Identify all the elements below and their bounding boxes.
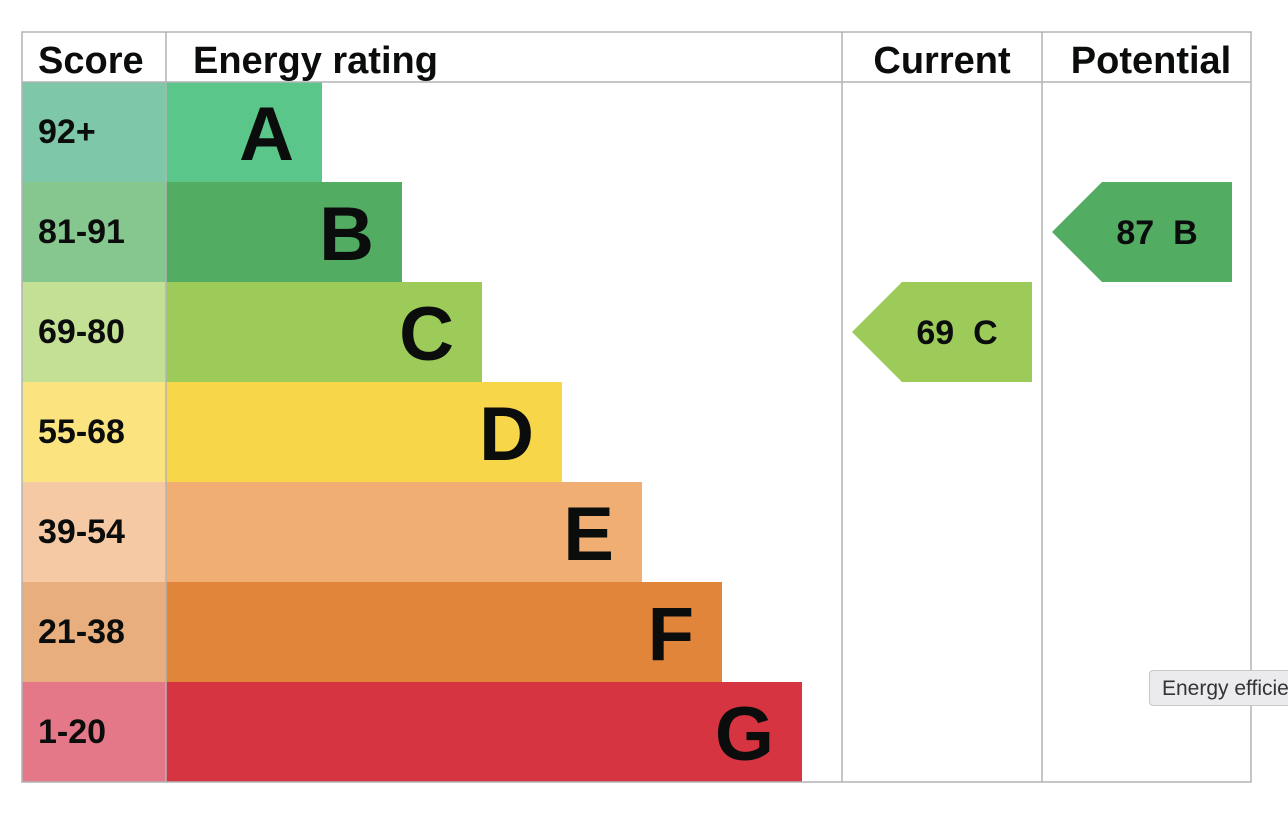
tooltip: Energy efficiency — [1149, 670, 1288, 706]
potential-rating-arrow — [1052, 182, 1232, 282]
band-letter-label: A — [239, 92, 294, 177]
score-cell-e — [22, 482, 166, 582]
score-cell-a — [22, 82, 166, 182]
score-range-label: 69-80 — [38, 313, 125, 351]
band-letter-label: C — [399, 292, 454, 377]
band-row-g: 1-20 G — [22, 682, 802, 782]
header-potential: Potential — [1071, 40, 1231, 82]
bands-layer: 92+ A 81-91 B 69-80 C 55-68 D 39-54 E 21-38 F 1-20 G — [22, 82, 802, 782]
header-energy-rating: Energy rating — [193, 40, 438, 82]
band-row-f: 21-38 F — [22, 582, 722, 682]
band-letter-label: E — [563, 492, 614, 577]
band-letter-label: F — [648, 592, 694, 677]
band-bar-g — [166, 682, 802, 782]
band-letter-label: G — [715, 692, 774, 777]
score-range-label: 81-91 — [38, 213, 125, 251]
band-row-b: 81-91 B — [22, 182, 402, 282]
band-bar-e — [166, 482, 642, 582]
band-row-c: 69-80 C — [22, 282, 482, 382]
score-range-label: 1-20 — [38, 713, 106, 751]
band-bar-c — [166, 282, 482, 382]
header-row: Score Energy rating Current Potential — [38, 40, 1231, 82]
score-range-label: 92+ — [38, 113, 96, 151]
band-letter-label: B — [319, 192, 374, 277]
band-bar-f — [166, 582, 722, 682]
table-border — [21, 31, 1252, 783]
band-row-d: 55-68 D — [22, 382, 562, 482]
current-rating-label: 69 C — [916, 314, 997, 352]
band-bar-b — [166, 182, 402, 282]
score-cell-b — [22, 182, 166, 282]
grid-lines — [21, 31, 1252, 783]
band-bar-a — [166, 82, 322, 182]
rating-arrows: 69 C 87 B — [852, 182, 1232, 382]
score-range-label: 21-38 — [38, 613, 125, 651]
score-cell-d — [22, 382, 166, 482]
header-current: Current — [873, 40, 1011, 82]
score-cell-f — [22, 582, 166, 682]
score-range-label: 55-68 — [38, 413, 125, 451]
score-range-label: 39-54 — [38, 513, 125, 551]
band-bar-d — [166, 382, 562, 482]
score-cell-c — [22, 282, 166, 382]
current-rating-arrow — [852, 282, 1032, 382]
score-cell-g — [22, 682, 166, 782]
band-letter-label: D — [479, 392, 534, 477]
header-score: Score — [38, 40, 144, 82]
band-row-a: 92+ A — [22, 82, 322, 182]
potential-rating-label: 87 B — [1116, 214, 1197, 252]
band-row-e: 39-54 E — [22, 482, 642, 582]
